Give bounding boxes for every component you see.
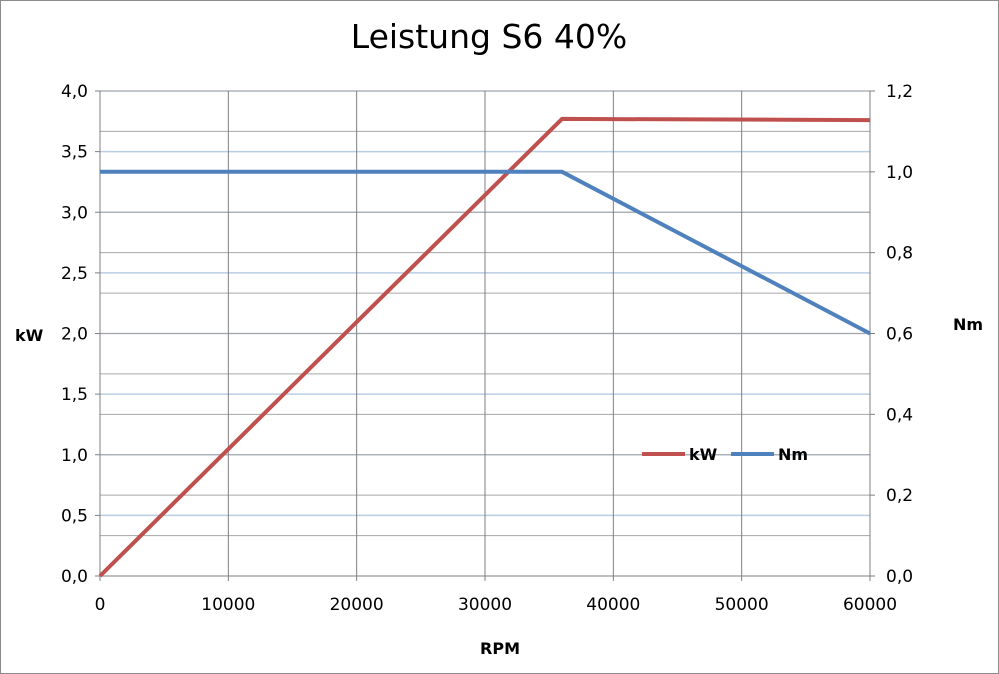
x-tick-label: 0 [95,595,106,615]
y2-tick-label: 0,8 [886,244,913,264]
y2-axis-ticks: 0,0 0,2 0,4 0,6 0,8 1,0 1,2 [886,82,913,587]
legend-label-kw: kW [689,445,718,464]
legend-label-nm: Nm [778,445,808,464]
y2-axis-label: Nm [953,315,983,334]
y-tick-label: 3,0 [61,203,88,223]
x-tick-label: 30000 [458,595,512,615]
y2-tick-label: 0,6 [886,325,913,345]
y2-tick-label: 1,0 [886,163,913,183]
series-line-kw [98,116,871,578]
y-axis-label: kW [15,326,44,345]
x-axis-ticks: 0 10000 20000 30000 40000 50000 60000 [95,595,897,615]
y-tick-label: 0,5 [61,506,88,526]
y-axis-ticks: 0,0 0,5 1,0 1,5 2,0 2,5 3,0 3,5 4,0 [61,82,88,587]
y2-tick-label: 1,2 [886,82,913,102]
y2-tick-label: 0,2 [886,486,913,506]
x-tick-label: 60000 [843,595,897,615]
x-tick-label: 50000 [715,595,769,615]
y-tick-label: 2,0 [61,325,88,345]
series-line-nm [100,169,871,336]
y2-tick-label: 0,0 [886,567,913,587]
y-tick-label: 4,0 [61,82,88,102]
chart-title: Leistung S6 40% [351,17,627,56]
legend: kW Nm [642,445,808,464]
y-tick-label: 2,5 [61,264,88,284]
series-lines [98,116,871,578]
x-tick-label: 10000 [201,595,255,615]
y-tick-label: 1,0 [61,446,88,466]
y2-tick-label: 0,4 [886,405,913,425]
x-tick-label: 40000 [586,595,640,615]
x-tick-label: 20000 [330,595,384,615]
y-tick-label: 0,0 [61,567,88,587]
x-axis-label: RPM [480,639,520,658]
gridlines [100,90,871,576]
y-tick-label: 1,5 [61,385,88,405]
y-tick-label: 3,5 [61,143,88,163]
